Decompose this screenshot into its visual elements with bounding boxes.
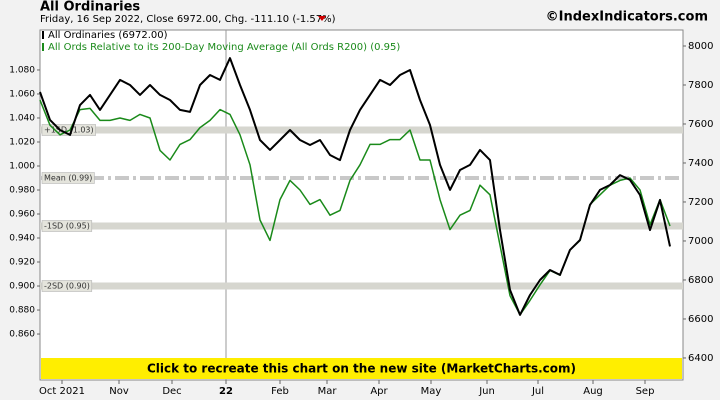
- down-arrow: [318, 16, 326, 21]
- x-tick-label: Sep: [636, 386, 655, 397]
- y-tick-label: 1.080: [9, 65, 35, 75]
- band-label: -2SD (0.90): [44, 282, 90, 291]
- x-tick-label: Nov: [109, 386, 129, 397]
- legend-label: All Ordinaries (6972.00): [48, 30, 168, 41]
- banner-link[interactable]: Click to recreate this chart on the new …: [147, 362, 576, 376]
- x-tick-label: 22: [219, 386, 233, 397]
- x-tick-label: Jul: [531, 386, 544, 397]
- y2-tick-label: 7600: [688, 119, 713, 130]
- subtitle: Friday, 16 Sep 2022, Close 6972.00, Chg.…: [40, 14, 336, 25]
- y-tick-label: 0.920: [9, 258, 35, 268]
- plot-area: [39, 29, 684, 381]
- y-tick-label: 1.040: [9, 113, 35, 123]
- banner-bg[interactable]: [41, 358, 682, 379]
- y-tick-label: 1.060: [9, 89, 35, 99]
- plot-layer: 0.860 0.880 0.900 0.920 0.940 0.960 0.980 1.000…: [9, 30, 713, 397]
- y-tick-label: 1.000: [9, 161, 35, 171]
- x-tick-label: Dec: [162, 386, 181, 397]
- y2-tick-label: 8000: [688, 41, 713, 52]
- x-tick-label: Oct 2021: [39, 386, 85, 397]
- y2-tick-label: 7800: [688, 80, 713, 91]
- x-tick-label: Feb: [271, 386, 289, 397]
- x-tick-label: May: [421, 386, 442, 397]
- y2-tick-label: 6400: [688, 353, 713, 364]
- y-tick-label: 0.960: [9, 210, 35, 220]
- band-label: Mean (0.99): [44, 173, 92, 182]
- x-tick-label: Apr: [370, 386, 388, 397]
- band-label: -1SD (0.95): [44, 222, 90, 231]
- chart-title: All Ordinaries: [40, 0, 140, 15]
- band-label-bg: [41, 172, 95, 184]
- band-label-bg: [41, 220, 93, 232]
- y2-tick-label: 6800: [688, 275, 713, 286]
- y2-tick-label: 7200: [688, 197, 713, 208]
- watermark: ©IndexIndicators.com: [546, 10, 708, 25]
- y2-tick-label: 7000: [688, 236, 713, 247]
- y-tick-label: 0.980: [9, 185, 35, 195]
- series-line: [39, 57, 671, 316]
- legend-label: All Ords Relative to its 200-Day Moving …: [48, 42, 400, 53]
- y-tick-label: 0.900: [9, 282, 35, 292]
- y-tick-label: 0.880: [9, 306, 35, 316]
- x-tick-label: Aug: [583, 386, 603, 397]
- x-tick-label: Jun: [478, 386, 495, 397]
- x-tick-label: Mar: [318, 386, 338, 397]
- band-label-bg: [41, 280, 93, 292]
- y-tick-label: 0.860: [9, 330, 35, 340]
- y-tick-label: 1.020: [9, 137, 35, 147]
- y2-tick-label: 6600: [688, 314, 713, 325]
- y2-tick-label: 7400: [688, 158, 713, 169]
- y-tick-label: 0.940: [9, 234, 35, 244]
